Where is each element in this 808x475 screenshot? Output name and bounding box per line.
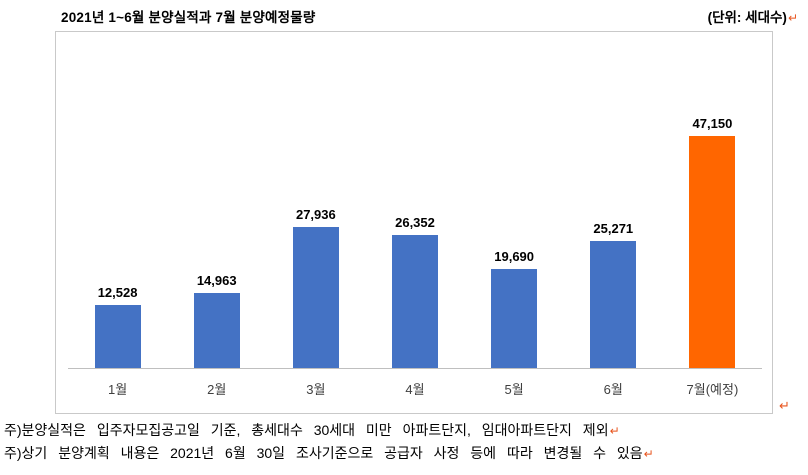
bar-6월: [590, 240, 637, 368]
bar-value-label: 25,271: [593, 220, 634, 236]
bar-5월: [491, 268, 538, 368]
x-axis-label: 6월: [603, 382, 623, 397]
bar-value-label: 47,150: [692, 116, 733, 131]
x-axis-label: 5월: [504, 382, 524, 397]
bar-column: 12,528: [68, 116, 167, 368]
footnotes: 주)분양실적은 입주자모집공고일 기준, 총세대수 30세대 미만 아파트단지,…: [4, 419, 654, 465]
x-axis-label: 1월: [107, 382, 128, 397]
bar-column: 19,690: [465, 116, 564, 368]
bar-column: 14,963: [167, 116, 266, 368]
x-axis-label: 4월: [405, 382, 425, 397]
bar-column: 25,271: [564, 116, 663, 368]
bars-row: 12,528 14,963 27,936 26,352 19,690 25,271 47,1…: [68, 116, 762, 368]
footnote-text: 주)상기 분양계획 내용은 2021년 6월 30일 조사기준으로 공급자 사정…: [4, 445, 643, 461]
x-axis-label: 3월: [306, 382, 326, 397]
paragraph-mark-icon: ↵: [779, 398, 790, 413]
chart-title: 2021년 1~6월 분양실적과 7월 분양예정물량: [61, 10, 316, 25]
x-axis-label: 7월(예정): [686, 382, 739, 397]
bar-1월: [94, 304, 141, 368]
bar-4월: [391, 235, 438, 368]
bar-column: 47,150: [663, 116, 762, 368]
bar-chart: 12,528 14,963 27,936 26,352 19,690 25,271 47,1…: [55, 31, 773, 414]
bar-3월: [292, 227, 339, 368]
plot-area: 12,528 14,963 27,936 26,352 19,690 25,271 47,1…: [68, 116, 762, 369]
footnote-text: 주)분양실적은 입주자모집공고일 기준, 총세대수 30세대 미만 아파트단지,…: [4, 422, 609, 438]
bar-value-label: 27,936: [295, 207, 336, 223]
footnote-line: 주)분양실적은 입주자모집공고일 기준, 총세대수 30세대 미만 아파트단지,…: [4, 419, 654, 442]
paragraph-mark-icon: ↵: [787, 11, 798, 25]
unit-label-text: (단위: 세대수): [707, 10, 787, 25]
x-axis-label: 2월: [207, 382, 227, 397]
bar-value-label: 19,690: [494, 248, 535, 264]
bar-value-label: 14,963: [196, 272, 237, 288]
bar-column: 27,936: [266, 116, 365, 368]
bar-column: 26,352: [365, 116, 464, 368]
bar-7월(예정): [689, 136, 736, 368]
bar-value-label: 12,528: [97, 284, 138, 300]
x-axis-labels: 1월 2월 3월 4월 5월 6월 7월(예정): [68, 379, 762, 398]
unit-label: (단위: 세대수)↵: [708, 6, 798, 26]
bar-value-label: 26,352: [395, 215, 435, 231]
bar-2월: [193, 292, 240, 368]
paragraph-mark-icon: ↵: [643, 447, 654, 461]
footnote-line: 주)상기 분양계획 내용은 2021년 6월 30일 조사기준으로 공급자 사정…: [4, 442, 654, 465]
paragraph-mark-icon: ↵: [609, 424, 620, 438]
